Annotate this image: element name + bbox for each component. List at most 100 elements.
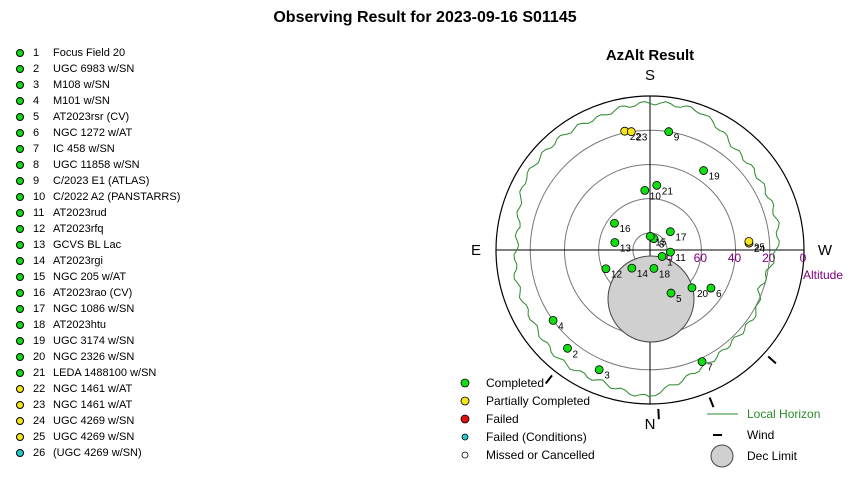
target-point bbox=[645, 231, 655, 241]
target-number: 6 bbox=[33, 127, 40, 139]
target-point bbox=[744, 236, 754, 246]
target-point-label: 5 bbox=[676, 294, 682, 305]
status-dot-icon bbox=[16, 161, 24, 169]
target-point-label: 23 bbox=[636, 133, 648, 144]
target-number: 22 bbox=[33, 383, 46, 395]
page-title: Observing Result for 2023-09-16 S01145 bbox=[273, 9, 577, 26]
target-row: 25 UGC 4269 w/SN bbox=[16, 429, 180, 445]
dec-limit-circle bbox=[607, 255, 695, 343]
dir-s: S bbox=[645, 67, 655, 84]
legend: Completed Partially Completed Failed Failed… bbox=[460, 376, 820, 468]
target-name: NGC 1461 w/AT bbox=[53, 399, 133, 411]
target-name: NGC 2326 w/SN bbox=[53, 351, 135, 363]
target-name: AT2023rgi bbox=[53, 255, 103, 267]
altitude-tick-label: 20 bbox=[762, 251, 776, 265]
legend-local-horizon: Local Horizon bbox=[747, 407, 820, 421]
target-point-label: 16 bbox=[619, 224, 631, 235]
target-number: 26 bbox=[33, 447, 46, 459]
target-number: 11 bbox=[33, 207, 45, 219]
target-point bbox=[610, 238, 620, 247]
target-point bbox=[610, 218, 619, 228]
target-number: 5 bbox=[33, 111, 40, 123]
target-point-label: 3 bbox=[604, 371, 610, 382]
target-number: 17 bbox=[33, 303, 46, 315]
target-row: 14 AT2023rgi bbox=[16, 253, 180, 269]
target-point-label: 7 bbox=[707, 363, 713, 374]
status-dot-icon bbox=[16, 449, 24, 457]
target-name: IC 458 w/SN bbox=[53, 143, 115, 155]
wind-mark bbox=[767, 355, 777, 365]
plot-title: AzAlt Result bbox=[606, 47, 694, 64]
status-dot-icon bbox=[16, 193, 24, 201]
target-point-label: 25 bbox=[754, 242, 766, 253]
target-number: 13 bbox=[33, 239, 46, 251]
target-point-label: 12 bbox=[611, 270, 623, 281]
local-horizon-path bbox=[513, 100, 780, 398]
target-name: (UGC 4269 w/SN) bbox=[53, 447, 142, 459]
target-point-label: 21 bbox=[662, 186, 674, 197]
target-number: 3 bbox=[33, 79, 40, 91]
status-dot-icon bbox=[16, 81, 24, 89]
target-name: M101 w/SN bbox=[53, 95, 110, 107]
target-name: C/2022 A2 (PANSTARRS) bbox=[53, 191, 181, 203]
target-row: 23 NGC 1461 w/AT bbox=[16, 397, 180, 413]
target-name: LEDA 1488100 w/SN bbox=[53, 367, 157, 379]
target-row: 16 AT2023rao (CV) bbox=[16, 285, 180, 301]
target-name: AT2023rao (CV) bbox=[53, 287, 133, 299]
target-row: 1 Focus Field 20 bbox=[16, 45, 180, 61]
wind-marks bbox=[544, 355, 777, 420]
status-dot-icon bbox=[16, 97, 24, 105]
legend-marker-icon bbox=[461, 433, 469, 441]
wind-mark bbox=[657, 408, 660, 420]
target-number: 2 bbox=[33, 63, 40, 75]
target-point-label: 19 bbox=[709, 172, 721, 183]
target-point-label: 13 bbox=[620, 244, 632, 255]
target-row: 15 NGC 205 w/AT bbox=[16, 269, 180, 285]
target-name: AT2023rud bbox=[53, 207, 107, 219]
legend-wind: Wind bbox=[747, 428, 774, 442]
target-name: C/2023 E1 (ATLAS) bbox=[53, 175, 150, 187]
status-dot-icon bbox=[16, 353, 24, 361]
dir-n: N bbox=[645, 416, 656, 433]
status-dot-icon bbox=[16, 145, 24, 153]
legend-missed: Missed or Cancelled bbox=[486, 448, 595, 462]
target-point bbox=[548, 316, 558, 325]
status-dot-icon bbox=[16, 305, 24, 313]
target-number: 19 bbox=[33, 335, 46, 347]
target-row: 5 AT2023rsr (CV) bbox=[16, 109, 180, 125]
target-number: 23 bbox=[33, 399, 46, 411]
status-dot-icon bbox=[16, 225, 24, 233]
target-point bbox=[699, 166, 708, 175]
target-row: 19 UGC 3174 w/SN bbox=[16, 333, 180, 349]
target-point-label: 1 bbox=[667, 257, 673, 268]
target-point-label: 6 bbox=[716, 289, 722, 300]
altitude-axis-label: Altitude bbox=[803, 268, 843, 282]
target-name: NGC 1272 w/AT bbox=[53, 127, 133, 139]
status-dot-icon bbox=[16, 433, 24, 441]
wind-mark bbox=[708, 397, 715, 408]
legend-failed-conditions: Failed (Conditions) bbox=[486, 430, 587, 444]
target-name: UGC 6983 w/SN bbox=[53, 63, 135, 75]
target-number: 24 bbox=[33, 415, 46, 427]
target-row: 26 (UGC 4269 w/SN) bbox=[16, 445, 180, 461]
altitude-tick-label: 0 bbox=[800, 251, 807, 265]
target-point bbox=[697, 357, 707, 367]
target-point-label: 14 bbox=[637, 269, 649, 280]
target-point-label: 15 bbox=[655, 237, 667, 248]
legend-marker-icon bbox=[461, 451, 469, 459]
wind-mark bbox=[544, 374, 553, 385]
target-name: M108 w/SN bbox=[53, 79, 110, 91]
target-name: UGC 3174 w/SN bbox=[53, 335, 135, 347]
target-point bbox=[627, 263, 637, 273]
target-row: 7 IC 458 w/SN bbox=[16, 141, 180, 157]
status-dot-icon bbox=[16, 273, 24, 281]
target-point bbox=[666, 288, 676, 298]
target-number: 20 bbox=[33, 351, 46, 363]
target-point-label: 11 bbox=[675, 253, 686, 264]
target-point bbox=[664, 127, 674, 137]
target-point-label: 22 bbox=[630, 132, 642, 143]
target-point bbox=[666, 247, 675, 257]
target-row: 21 LEDA 1488100 w/SN bbox=[16, 365, 180, 381]
